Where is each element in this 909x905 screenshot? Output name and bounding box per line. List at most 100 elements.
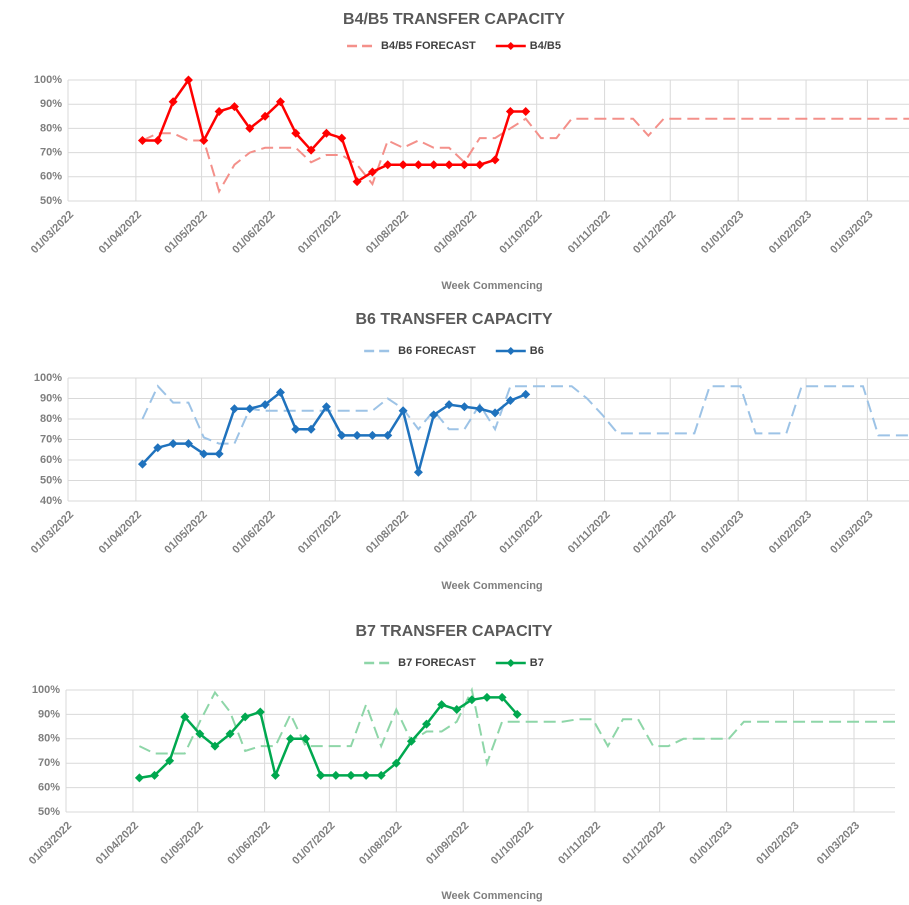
point-marker [301, 734, 311, 744]
x-tick-label: 01/12/2022 [631, 509, 678, 556]
x-tick-label: 01/03/2022 [29, 209, 76, 256]
point-marker [383, 160, 393, 170]
x-tick-label: 01/08/2022 [364, 209, 411, 256]
x-tick-label: 01/06/2022 [230, 509, 277, 556]
point-marker [337, 133, 347, 143]
point-marker [521, 106, 531, 116]
point-marker [195, 729, 205, 739]
x-tick-label: 01/07/2022 [290, 820, 337, 867]
x-tick-label: 01/12/2022 [631, 209, 678, 256]
point-marker [413, 467, 423, 477]
x-tick-label: 01/02/2023 [767, 509, 814, 556]
point-marker [270, 770, 280, 780]
point-marker [150, 770, 160, 780]
x-tick-label: 01/11/2022 [566, 509, 613, 556]
x-tick-label: 01/07/2022 [296, 509, 343, 556]
x-tick-label: 01/09/2022 [432, 209, 479, 256]
series-line [141, 384, 909, 445]
point-marker [452, 705, 462, 715]
legend: B4/B5 FORECAST B4/B5 [347, 40, 561, 52]
chart-title: B4/B5 TRANSFER CAPACITY [343, 11, 565, 28]
x-tick-label: 01/03/2023 [828, 209, 875, 256]
y-tick-label: 80% [38, 733, 60, 745]
y-tick-label: 80% [40, 122, 62, 134]
y-tick-label: 90% [40, 392, 62, 404]
point-marker [437, 700, 447, 710]
x-tick-label: 01/03/2023 [828, 509, 875, 556]
point-marker [367, 167, 377, 177]
x-tick-label: 01/12/2022 [620, 820, 667, 867]
legend-label: B6 FORECAST [398, 345, 476, 357]
y-tick-label: 70% [40, 147, 62, 159]
x-tick-label: 01/04/2022 [94, 820, 141, 867]
legend-label: B7 [530, 657, 544, 669]
point-marker [429, 410, 439, 420]
point-marker [444, 400, 454, 410]
point-marker [444, 160, 454, 170]
point-marker [475, 404, 485, 414]
y-tick-label: 50% [40, 195, 62, 207]
point-marker [168, 97, 178, 107]
point-marker [490, 155, 500, 165]
series-line [138, 686, 895, 767]
point-marker [240, 712, 250, 722]
point-marker [497, 692, 507, 702]
x-tick-label: 01/06/2022 [225, 820, 272, 867]
point-marker [321, 402, 331, 412]
point-marker [321, 128, 331, 138]
point-marker [306, 424, 316, 434]
x-tick-label: 01/11/2022 [566, 209, 613, 256]
point-marker [352, 177, 362, 187]
x-tick-label: 01/02/2023 [767, 209, 814, 256]
x-tick-label: 01/10/2022 [497, 209, 544, 256]
x-tick-label: 01/10/2022 [497, 509, 544, 556]
point-marker [165, 756, 175, 766]
y-tick-label: 70% [38, 757, 60, 769]
y-tick-label: 90% [38, 708, 60, 720]
point-marker [225, 729, 235, 739]
point-marker [337, 430, 347, 440]
legend-marker [506, 42, 515, 50]
point-marker [459, 402, 469, 412]
legend-marker [506, 659, 515, 667]
y-tick-label: 80% [40, 413, 62, 425]
x-tick-label: 01/07/2022 [296, 209, 343, 256]
point-marker [475, 160, 485, 170]
point-marker [291, 128, 301, 138]
point-marker [413, 160, 423, 170]
point-marker [134, 773, 144, 783]
point-marker [429, 160, 439, 170]
legend: B6 FORECAST B6 [364, 345, 544, 357]
y-tick-label: 50% [38, 806, 60, 818]
legend-label: B4/B5 FORECAST [381, 40, 476, 52]
y-tick-label: 60% [38, 782, 60, 794]
point-marker [229, 102, 239, 112]
point-marker [505, 106, 515, 116]
x-tick-label: 01/03/2022 [29, 509, 76, 556]
point-marker [406, 736, 416, 746]
legend: B7 FORECAST B7 [364, 657, 544, 669]
point-marker [199, 136, 209, 145]
x-axis-label: Week Commencing [441, 280, 542, 292]
x-tick-label: 01/09/2022 [432, 509, 479, 556]
point-marker [367, 430, 377, 440]
point-marker [168, 439, 178, 449]
point-marker [245, 123, 255, 133]
point-marker [199, 449, 209, 459]
chart-title: B7 TRANSFER CAPACITY [355, 623, 552, 640]
point-marker [352, 430, 362, 440]
y-tick-label: 60% [40, 171, 62, 183]
x-tick-label: 01/01/2023 [699, 509, 746, 556]
point-marker [490, 408, 500, 418]
x-tick-label: 01/01/2023 [699, 209, 746, 256]
point-marker [260, 111, 270, 121]
legend-label: B4/B5 [530, 40, 561, 52]
point-marker [153, 136, 163, 145]
point-marker [467, 695, 477, 705]
series-line [142, 117, 909, 194]
x-tick-label: 01/08/2022 [357, 820, 404, 867]
y-tick-label: 100% [34, 74, 62, 86]
point-marker [183, 439, 193, 449]
point-marker [229, 404, 239, 414]
